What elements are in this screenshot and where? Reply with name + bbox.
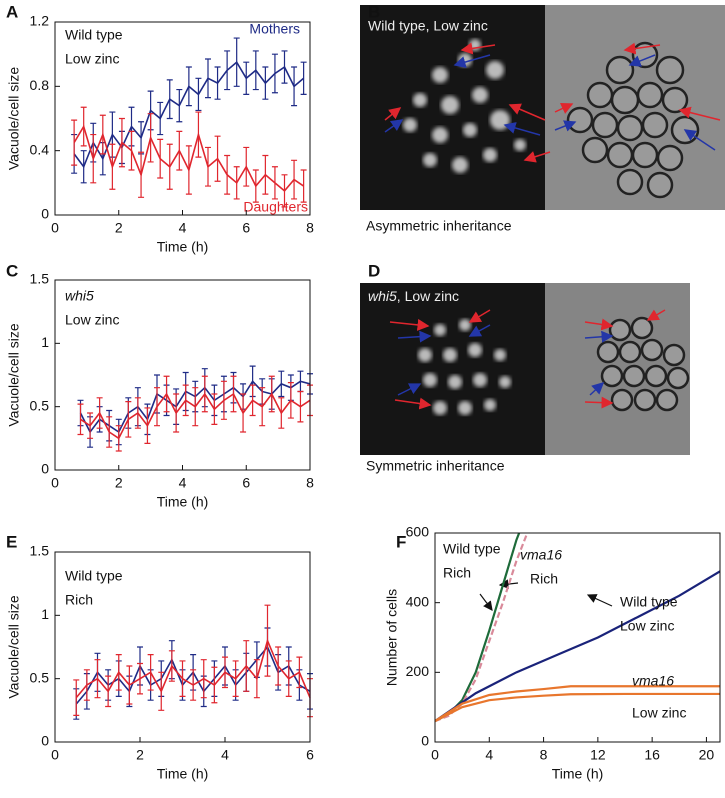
- series-line: [435, 685, 720, 723]
- x-tick-label: 8: [306, 475, 314, 491]
- x-tick-label: 0: [51, 747, 59, 763]
- error-bar: [77, 403, 84, 436]
- y-tick-label: 1.5: [30, 271, 50, 287]
- y-tick-label: 0.5: [30, 397, 50, 413]
- panel-label: A: [6, 2, 18, 21]
- x-tick-label: 16: [644, 747, 660, 763]
- annotation: Wild type: [443, 541, 501, 557]
- panel-label: D: [368, 261, 380, 280]
- y-axis-label: Vacuole/cell size: [6, 323, 22, 426]
- x-axis-label: Time (h): [157, 494, 209, 510]
- series-line: [73, 60, 305, 169]
- x-tick-label: 6: [242, 220, 250, 236]
- y-tick-label: 0: [41, 461, 49, 477]
- annotation: Low zinc: [65, 312, 119, 328]
- x-tick-label: 2: [115, 220, 123, 236]
- series-line: [435, 570, 720, 723]
- annotation: whi5: [65, 288, 94, 304]
- error-bar: [300, 61, 307, 95]
- micrograph-b: [360, 5, 725, 210]
- x-axis-label: Time (h): [157, 239, 209, 255]
- x-tick-label: 12: [590, 747, 606, 763]
- x-tick-label: 0: [51, 475, 59, 491]
- y-tick-label: 400: [406, 593, 430, 609]
- y-tick-label: 600: [406, 524, 430, 540]
- annotation: Low zinc: [632, 705, 686, 721]
- x-tick-label: 4: [179, 475, 187, 491]
- y-tick-label: 0: [41, 733, 49, 749]
- series-line: [435, 533, 529, 723]
- x-tick-label: 8: [540, 747, 548, 763]
- plot-frame: [54, 279, 311, 471]
- image-caption: Symmetric inheritance: [366, 458, 505, 474]
- plot-area: [435, 533, 720, 723]
- plot-frame: [434, 532, 721, 743]
- y-tick-label: 1.2: [30, 13, 50, 29]
- annotation: vma16: [520, 547, 562, 563]
- series-name: Daughters: [243, 199, 308, 215]
- x-tick-label: 6: [306, 747, 314, 763]
- y-tick-label: 1: [41, 334, 49, 350]
- x-tick-label: 4: [485, 747, 493, 763]
- panel-label: C: [6, 261, 18, 280]
- image-label-rest: , Low zinc: [397, 288, 459, 304]
- series-line: [73, 124, 305, 192]
- panel-label: E: [6, 532, 17, 551]
- panel-label: B: [368, 2, 380, 21]
- annotation: Wild type: [65, 27, 123, 43]
- series-line: [75, 638, 311, 699]
- x-tick-label: 2: [115, 475, 123, 491]
- y-tick-label: 1.5: [30, 543, 50, 559]
- plot-area: [77, 365, 313, 452]
- annotation: Low zinc: [65, 51, 119, 67]
- y-axis-label: Number of cells: [384, 589, 400, 686]
- x-tick-label: 0: [431, 747, 439, 763]
- y-tick-label: 200: [406, 663, 430, 679]
- image-caption: Asymmetric inheritance: [366, 218, 512, 234]
- x-tick-label: 20: [699, 747, 715, 763]
- annotation: Low zinc: [620, 618, 674, 634]
- y-axis-label: Vacuole/cell size: [6, 67, 22, 170]
- annotation: Rich: [65, 592, 93, 608]
- annotation: Rich: [443, 565, 471, 581]
- image-label-italic: whi5: [368, 288, 397, 304]
- y-axis-label: Vacuole/cell size: [6, 595, 22, 698]
- annotation: vma16: [632, 673, 674, 689]
- y-tick-label: 0.8: [30, 77, 50, 93]
- x-axis-label: Time (h): [157, 766, 209, 782]
- x-tick-label: 8: [306, 220, 314, 236]
- image-label: whi5, Low zinc: [368, 288, 459, 304]
- y-tick-label: 0.5: [30, 669, 50, 685]
- annotation: Wild type: [620, 594, 678, 610]
- x-axis-label: Time (h): [552, 766, 604, 782]
- plot-area: [73, 604, 313, 720]
- annotation: Rich: [530, 571, 558, 587]
- y-tick-label: 1: [41, 606, 49, 622]
- y-tick-label: 0: [421, 733, 429, 749]
- series-line: [435, 692, 720, 723]
- x-tick-label: 6: [242, 475, 250, 491]
- panel-label: F: [396, 532, 406, 551]
- y-tick-label: 0: [41, 206, 49, 222]
- annotation: Wild type: [65, 568, 123, 584]
- series-line: [80, 392, 311, 440]
- plot-frame: [54, 551, 311, 743]
- image-label: Wild type, Low zinc: [368, 18, 488, 34]
- plot-area: [71, 37, 307, 208]
- y-tick-label: 0.4: [30, 141, 50, 157]
- x-tick-label: 4: [179, 220, 187, 236]
- micrograph-d: [360, 283, 690, 455]
- series-name: Mothers: [249, 21, 300, 37]
- x-tick-label: 2: [136, 747, 144, 763]
- x-tick-label: 4: [221, 747, 229, 763]
- x-tick-label: 0: [51, 220, 59, 236]
